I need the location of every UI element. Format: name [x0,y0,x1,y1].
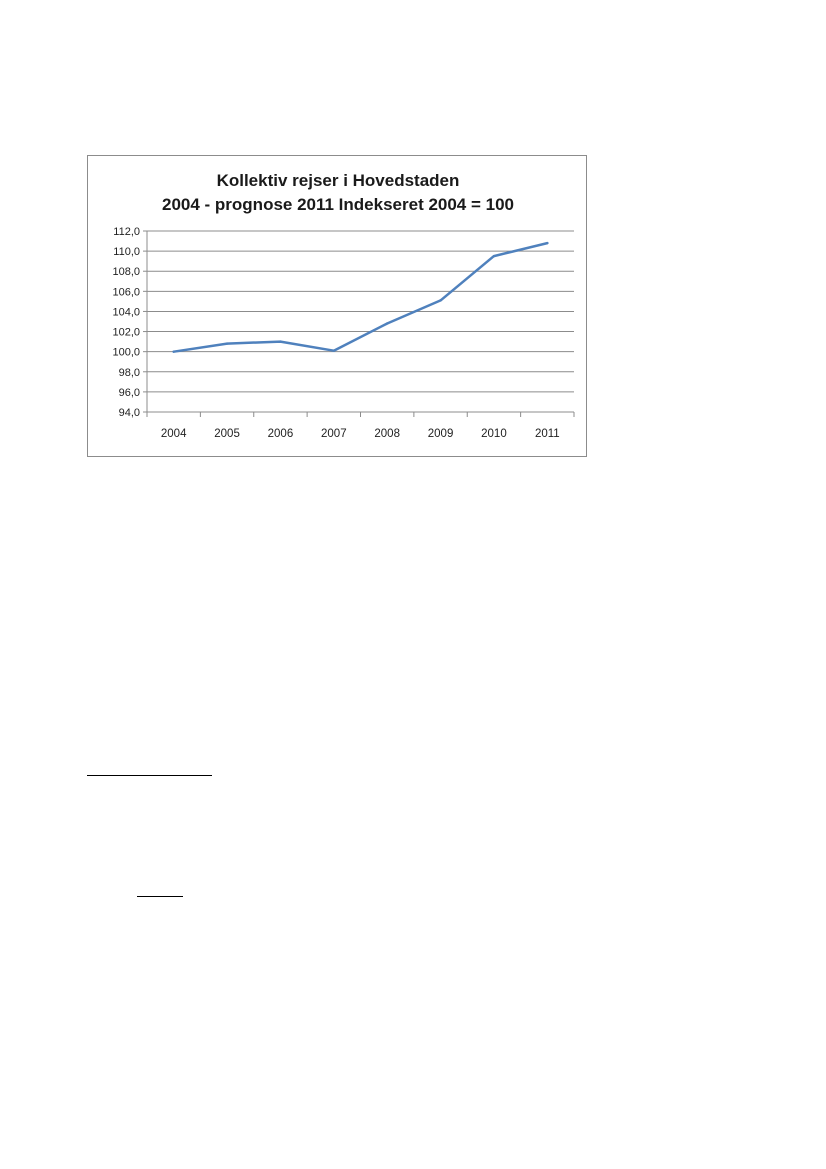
footnote-separator-short [137,896,183,897]
chart-frame: Kollektiv rejser i Hovedstaden 2004 - pr… [87,155,587,457]
y-tick-label: 106,0 [112,286,140,298]
x-tick-label: 2008 [374,428,400,440]
y-tick-label: 94,0 [119,407,140,419]
y-tick-label: 104,0 [112,306,140,318]
data-point [279,340,282,343]
x-tick-label: 2006 [268,428,294,440]
data-point [492,254,496,258]
data-point [225,342,229,345]
gridlines [147,230,574,393]
chart-title-line-1: Kollektiv rejser i Hovedstaden [217,171,460,190]
x-tick-label: 2004 [161,428,187,440]
data-point [439,299,442,302]
y-tick-label: 96,0 [119,387,140,399]
y-tick-label: 102,0 [112,327,140,339]
y-tick-label: 112,0 [113,226,140,238]
x-tick-label: 2005 [214,428,240,440]
x-tick-label: 2011 [535,428,560,440]
x-axis: 2004 2005 2006 2007 2008 2009 2010 2011 [146,411,575,440]
y-tick-label: 98,0 [119,367,140,379]
series-line [172,241,549,353]
data-point [332,349,336,352]
y-tick-label: 108,0 [112,266,140,278]
y-tick-label: 110,0 [113,246,140,258]
y-axis: 94,0 96,0 98,0 100,0 102,0 104,0 106,0 108,0 110… [112,226,148,419]
footnote-separator [87,775,212,776]
data-point [546,241,549,245]
series-layer [172,241,549,353]
data-point [172,350,175,353]
line-chart: Kollektiv rejser i Hovedstaden 2004 - pr… [112,171,575,440]
data-point [385,322,389,325]
y-tick-label: 100,0 [112,347,140,359]
x-tick-label: 2010 [481,428,507,440]
x-tick-label: 2007 [321,428,347,440]
x-tick-label: 2009 [428,428,454,440]
chart-title-line-2: 2004 - prognose 2011 Indekseret 2004 = 1… [162,195,514,214]
